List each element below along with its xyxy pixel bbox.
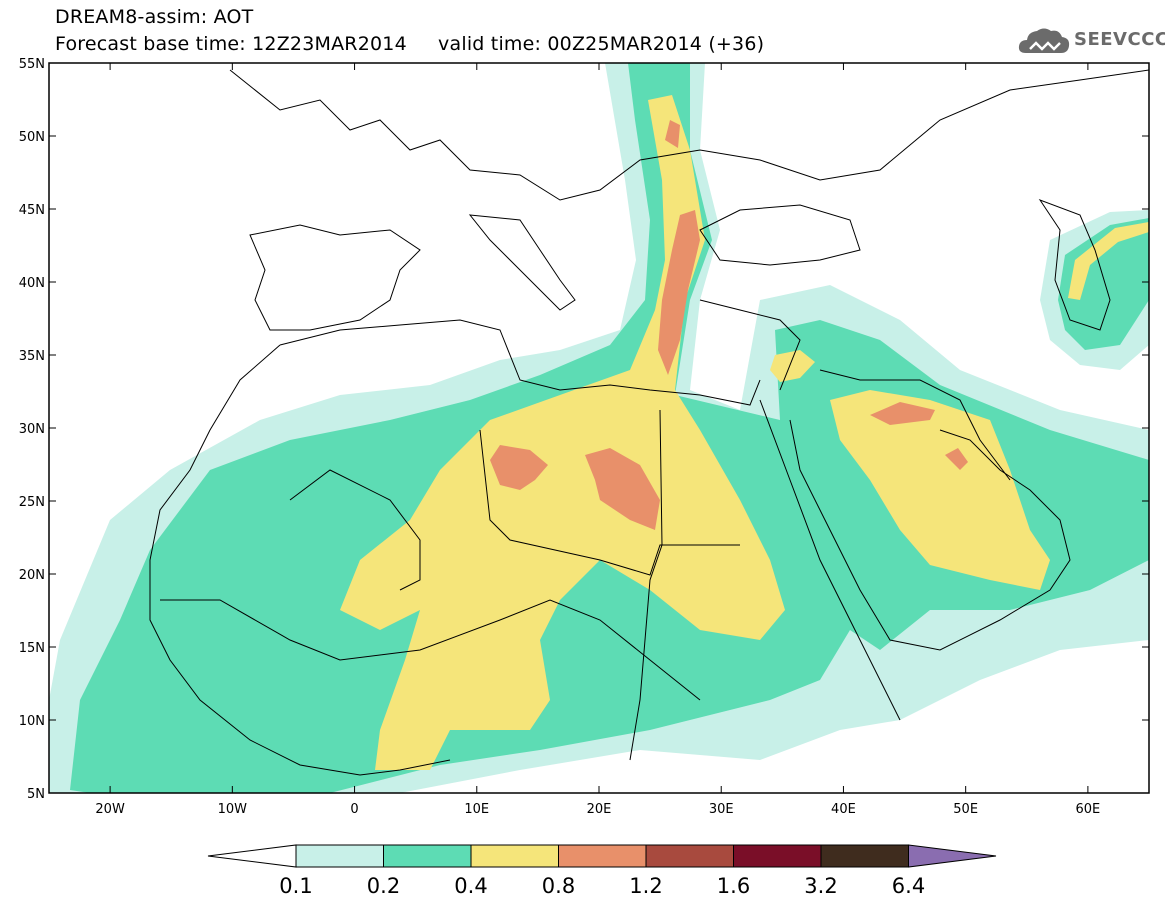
coastline-red-sea bbox=[759, 399, 901, 721]
lon-label: 10W bbox=[218, 802, 248, 817]
lat-label: 10N bbox=[19, 714, 45, 729]
aot-contour-0.8-gulf bbox=[945, 448, 968, 470]
colorbar-over-triangle bbox=[908, 844, 997, 868]
lon-label: 20W bbox=[95, 802, 125, 817]
latitude-axis: 55N 50N 45N 40N 35N 30N 25N 20N 15N 10N 5N bbox=[19, 57, 1149, 802]
aot-contour-0.4-arabia bbox=[830, 390, 1050, 590]
colorbar-label: 6.4 bbox=[892, 874, 925, 898]
colorbar-label: 0.4 bbox=[454, 874, 487, 898]
aot-contour-0.8-iraq bbox=[870, 402, 935, 425]
coastline-europe-north bbox=[229, 69, 1149, 201]
lat-label: 25N bbox=[19, 495, 45, 510]
border-sahara-2 bbox=[289, 469, 421, 591]
map-title: DREAM8-assim: AOT bbox=[55, 6, 254, 28]
lat-label: 35N bbox=[19, 349, 45, 364]
coastline-north-africa bbox=[279, 319, 761, 406]
colorbar-label: 0.8 bbox=[542, 874, 575, 898]
colorbar-label: 0.1 bbox=[279, 874, 312, 898]
aot-contour-0.4-caspian bbox=[1068, 222, 1149, 300]
colorbar-swatch bbox=[470, 844, 559, 868]
coastline-italy bbox=[468, 214, 576, 311]
logo-text: SEEVCCC bbox=[1074, 29, 1165, 50]
aot-contour-0.4-levant bbox=[770, 350, 815, 382]
aot-field bbox=[49, 63, 1149, 793]
lat-label: 55N bbox=[19, 57, 45, 72]
coastline-caspian bbox=[1038, 198, 1111, 331]
colorbar-swatch bbox=[733, 844, 822, 868]
coastline-mediterranean-east bbox=[699, 299, 801, 391]
colorbar-under-triangle bbox=[207, 844, 297, 868]
border-middle-east bbox=[819, 369, 1011, 481]
colorbar-swatch bbox=[383, 844, 472, 868]
lon-label: 60E bbox=[1076, 802, 1101, 817]
colorbar-swatch bbox=[295, 844, 384, 868]
cloud-icon bbox=[1018, 28, 1070, 53]
lon-label: 30E bbox=[709, 802, 734, 817]
coastline-iberia bbox=[249, 224, 421, 331]
border-sahara-1 bbox=[479, 429, 740, 576]
seevccc-logo: SEEVCCC bbox=[1016, 23, 1165, 59]
colorbar-swatch bbox=[558, 844, 647, 868]
lon-label: 10E bbox=[464, 802, 489, 817]
lat-label: 15N bbox=[19, 641, 45, 656]
aot-contour-0.8-aegean bbox=[658, 210, 700, 375]
colorbar-swatch bbox=[645, 844, 734, 868]
lat-label: 45N bbox=[19, 203, 45, 218]
coastline-west-africa bbox=[149, 344, 451, 776]
aot-contour-0.8-balkans bbox=[665, 120, 680, 148]
lat-label: 20N bbox=[19, 568, 45, 583]
colorbar-swatch bbox=[820, 844, 909, 868]
lat-label: 30N bbox=[19, 422, 45, 437]
colorbar: 0.1 0.2 0.4 0.8 1.2 1.6 3.2 6.4 bbox=[207, 844, 997, 898]
lon-label: 20E bbox=[587, 802, 612, 817]
colorbar-label: 3.2 bbox=[804, 874, 837, 898]
aot-contour-0.2-caspian bbox=[1058, 218, 1149, 350]
lat-label: 40N bbox=[19, 276, 45, 291]
lon-label: 50E bbox=[953, 802, 978, 817]
longitude-axis: 20W 10W 0 10E 20E 30E 40E 50E 60E bbox=[95, 63, 1100, 817]
lon-label: 0 bbox=[350, 802, 358, 817]
lat-label: 5N bbox=[27, 787, 45, 802]
lon-label: 40E bbox=[831, 802, 856, 817]
aot-contour-0.8-libya-north bbox=[490, 445, 548, 490]
colorbar-label: 0.2 bbox=[367, 874, 400, 898]
aot-contour-0.8-libya-east bbox=[585, 448, 660, 530]
border-sahel bbox=[160, 599, 701, 701]
colorbar-label: 1.6 bbox=[717, 874, 750, 898]
coastline-black-sea bbox=[699, 204, 861, 266]
coastlines bbox=[149, 69, 1149, 776]
border-east-africa bbox=[629, 409, 663, 761]
colorbar-label: 1.2 bbox=[629, 874, 662, 898]
forecast-time-subtitle: Forecast base time: 12Z23MAR2014 valid t… bbox=[55, 33, 765, 55]
lat-label: 50N bbox=[19, 130, 45, 145]
